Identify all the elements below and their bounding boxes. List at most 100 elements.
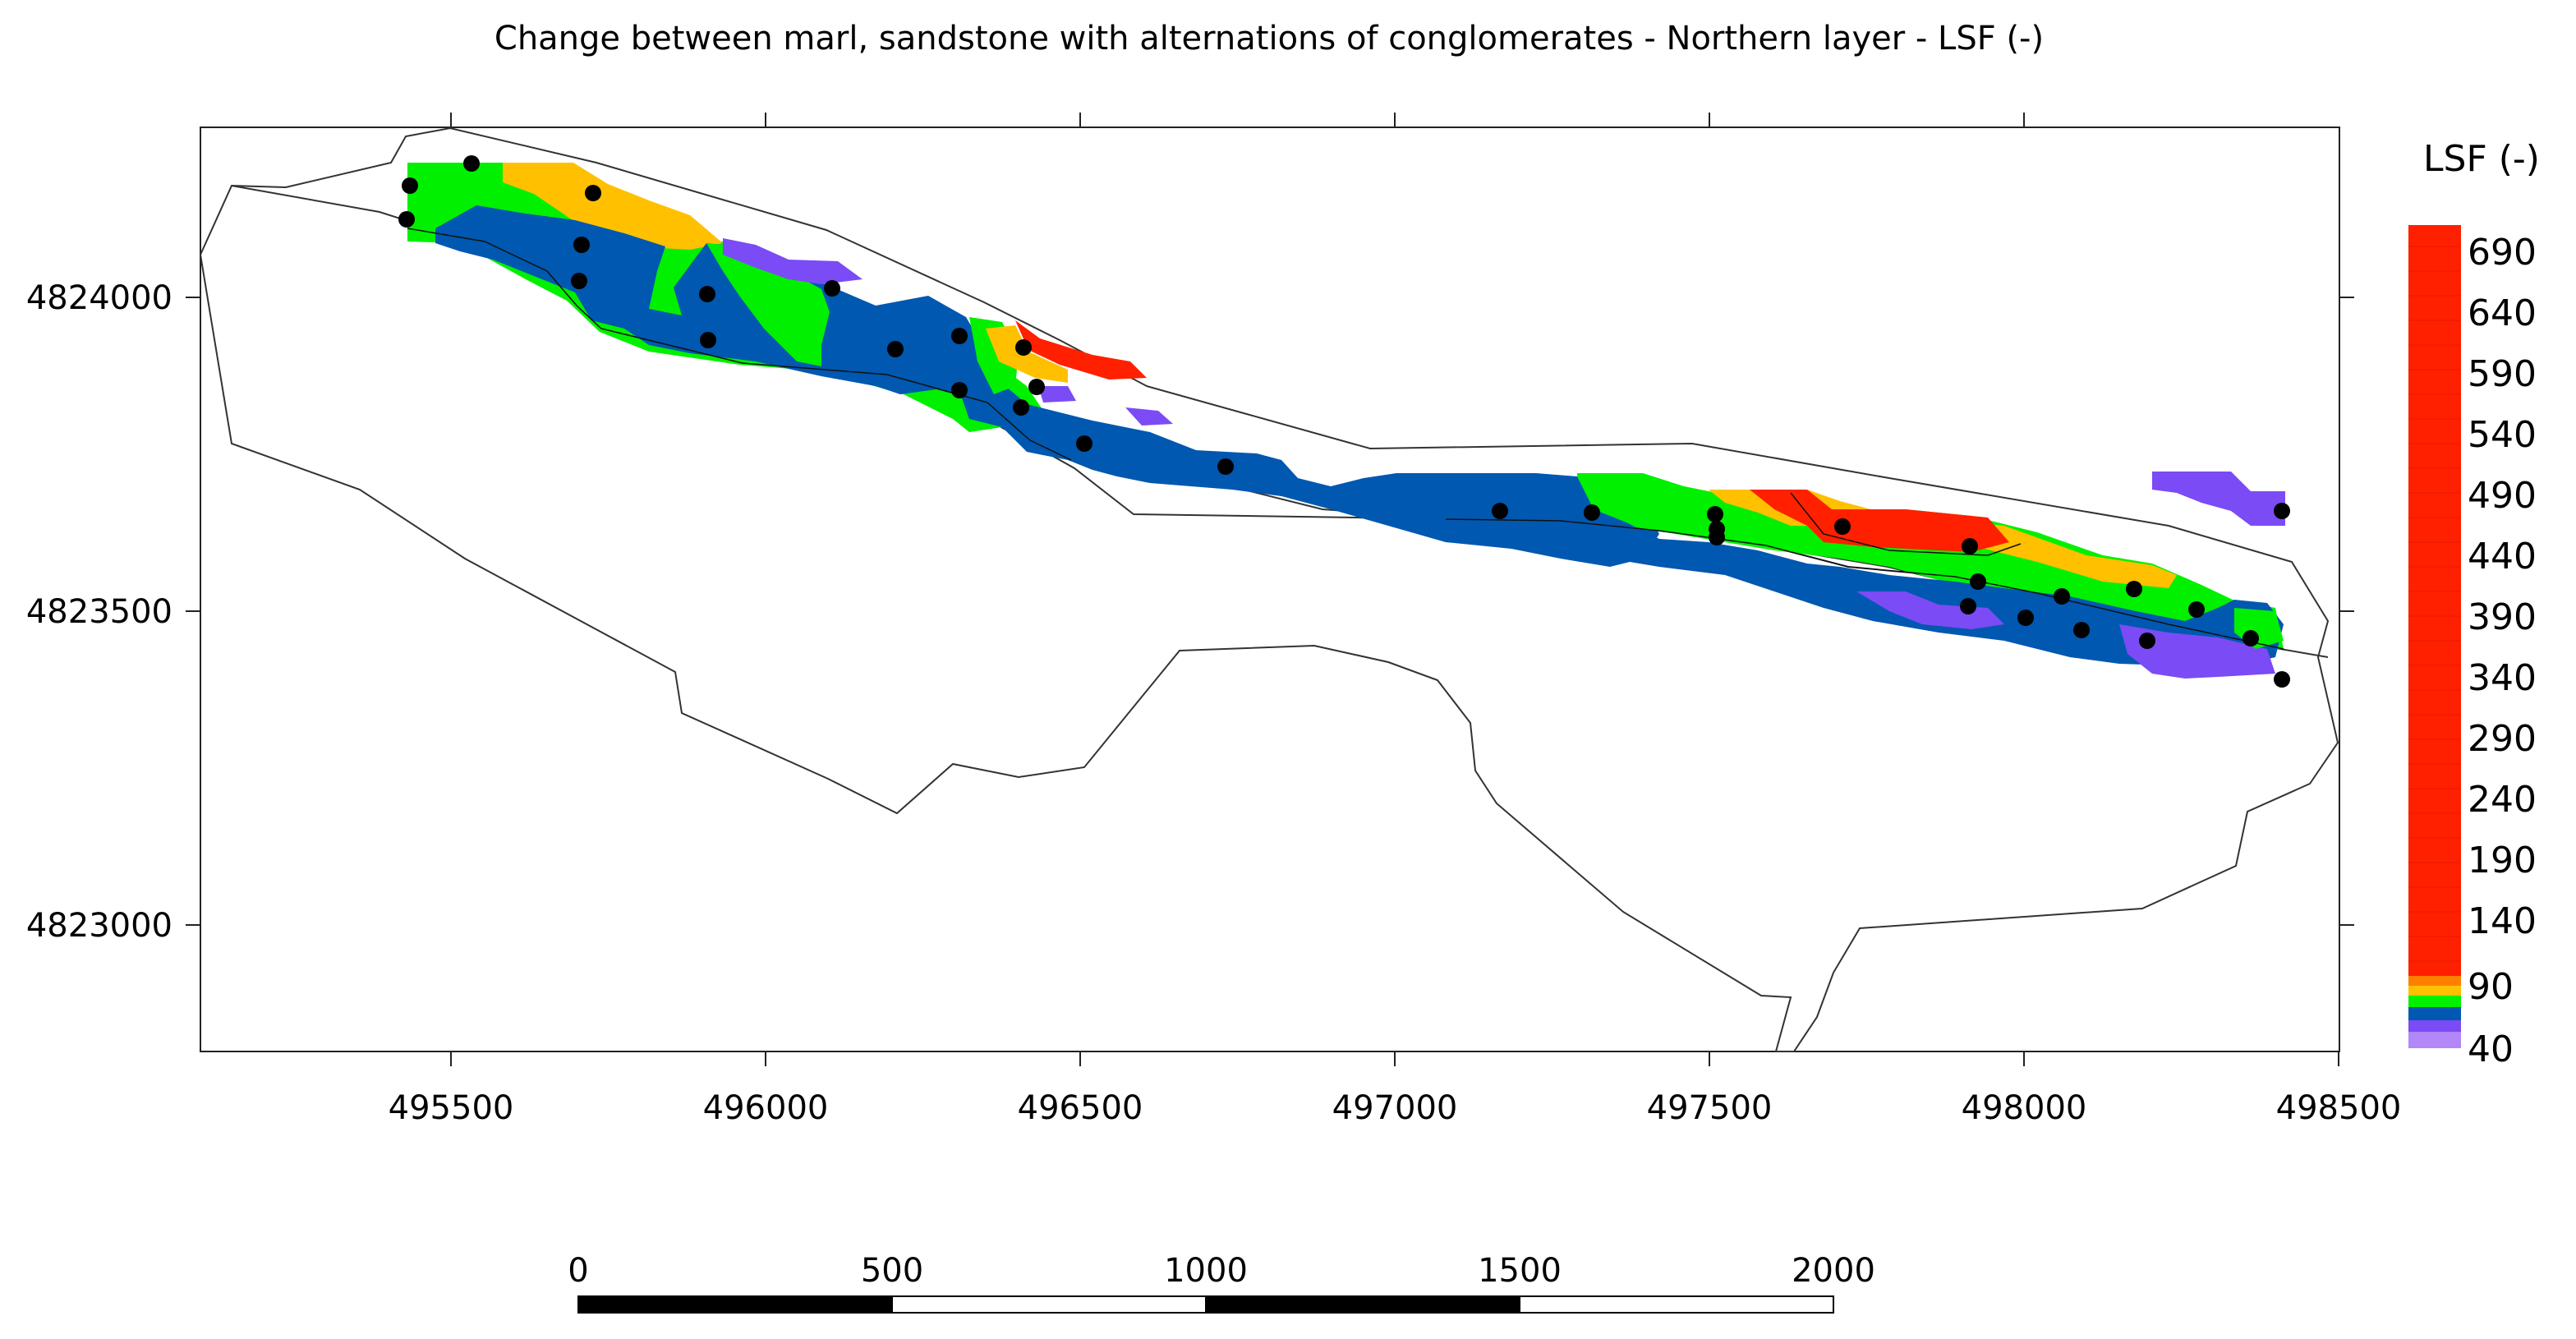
scale-segment-light [891, 1295, 1207, 1314]
legend-green-band [2408, 996, 2461, 1007]
sample-point [1013, 399, 1029, 416]
sample-point [1834, 518, 1851, 535]
axis-ticks [186, 113, 2354, 1066]
x-tick-label: 498500 [2276, 1089, 2402, 1127]
lsf-zone-yellow [503, 163, 723, 250]
scale-bar: 0 500 1000 1500 2000 [568, 1252, 1875, 1314]
sample-point [2139, 633, 2155, 649]
sample-point [887, 341, 904, 357]
sample-point [1960, 598, 1976, 614]
scale-segment-dark [1205, 1295, 1520, 1314]
legend-red-band [2408, 225, 2461, 976]
legend-label: 540 [2468, 414, 2537, 456]
x-tick-label: 498000 [1962, 1089, 2087, 1127]
x-tick-label: 495500 [389, 1089, 514, 1127]
y-axis-labels: 4824000 4823500 4823000 [26, 279, 172, 945]
sample-point [2126, 581, 2142, 597]
map-title: Change between marl, sandstone with alte… [494, 20, 2044, 58]
legend-label: 190 [2468, 840, 2537, 881]
legend-blue-band [2408, 1007, 2461, 1020]
sample-point [571, 273, 587, 289]
sample-point [1707, 506, 1723, 522]
y-tick-label: 4823500 [26, 593, 172, 631]
sample-point [2242, 630, 2259, 646]
x-tick-label: 496500 [1018, 1089, 1143, 1127]
y-tick-label: 4823000 [26, 907, 172, 945]
scale-segment-light [1519, 1295, 1834, 1314]
sample-point [585, 185, 601, 201]
legend-label: 340 [2468, 657, 2537, 699]
sample-point [1584, 504, 1600, 521]
legend-label: 90 [2468, 966, 2514, 1008]
legend-red-stripes [2408, 246, 2461, 962]
sample-point [824, 280, 840, 297]
legend-label: 390 [2468, 596, 2537, 638]
lsf-zone-violet [2152, 472, 2285, 526]
legend-title: LSF (-) [2423, 138, 2540, 180]
sample-point [2054, 588, 2070, 605]
legend-label: 490 [2468, 475, 2537, 517]
lsf-zone-blue [1446, 473, 2284, 670]
sample-point [1970, 573, 1986, 590]
legend-yellow-band [2408, 986, 2461, 996]
legend-label: 590 [2468, 353, 2537, 395]
sample-point [951, 328, 968, 344]
legend-lavender-band [2408, 1032, 2461, 1048]
plot-frame [200, 127, 2340, 1052]
scale-label: 1500 [1478, 1252, 1562, 1290]
lsf-zone-green [706, 243, 830, 366]
scale-label: 2000 [1792, 1252, 1875, 1290]
legend: LSF (-) 690 640 590 [2408, 138, 2540, 1070]
sample-point [2274, 671, 2290, 688]
lsf-zone-red [1750, 490, 2009, 552]
sample-point [699, 286, 715, 302]
lsf-zone-red [1015, 320, 1147, 380]
lsf-zones [407, 163, 2285, 679]
sample-point [700, 332, 716, 348]
legend-label: 640 [2468, 292, 2537, 334]
sample-point [1028, 379, 1045, 395]
sample-point [463, 155, 480, 172]
sample-point [1709, 529, 1725, 545]
scale-segment-dark [577, 1295, 893, 1314]
sample-point [2274, 503, 2290, 519]
lsf-zone-violet [2119, 624, 2275, 679]
sample-points [398, 155, 2290, 688]
x-tick-label: 497500 [1647, 1089, 1773, 1127]
scale-label: 500 [861, 1252, 923, 1290]
lsf-zone-violet [1856, 591, 2004, 629]
sample-point [951, 382, 968, 398]
scale-labels: 0 500 1000 1500 2000 [568, 1252, 1875, 1290]
sample-point [1015, 339, 1032, 356]
x-tick-label: 496000 [703, 1089, 829, 1127]
sample-point [2017, 610, 2034, 626]
lsf-zone-violet [1038, 386, 1076, 403]
lsf-zone-violet [1125, 407, 1173, 426]
sample-point [402, 177, 418, 194]
sample-point [2073, 622, 2090, 638]
scale-label: 0 [568, 1252, 588, 1290]
sample-point [2188, 601, 2205, 618]
sample-point [1492, 503, 1508, 519]
sample-point [1076, 435, 1092, 452]
sample-point [398, 211, 415, 228]
scale-label: 1000 [1164, 1252, 1248, 1290]
y-tick-label: 4824000 [26, 279, 172, 317]
legend-label: 140 [2468, 900, 2537, 942]
sample-point [573, 237, 590, 253]
legend-label: 690 [2468, 232, 2537, 274]
legend-orange-band [2408, 976, 2461, 986]
legend-label: 240 [2468, 779, 2537, 821]
sample-point [1217, 458, 1234, 475]
legend-violet-band [2408, 1020, 2461, 1032]
sample-point [1962, 538, 1978, 554]
lsf-zone-violet [723, 238, 862, 284]
legend-label: 40 [2468, 1028, 2514, 1070]
x-tick-label: 497000 [1332, 1089, 1458, 1127]
legend-label: 440 [2468, 536, 2537, 577]
legend-label: 290 [2468, 718, 2537, 760]
x-axis-labels: 495500 496000 496500 497000 497500 49800… [389, 1089, 2402, 1127]
zone-boundaries [407, 228, 2284, 650]
legend-labels: 690 640 590 540 490 440 390 340 290 240 … [2468, 232, 2537, 1070]
